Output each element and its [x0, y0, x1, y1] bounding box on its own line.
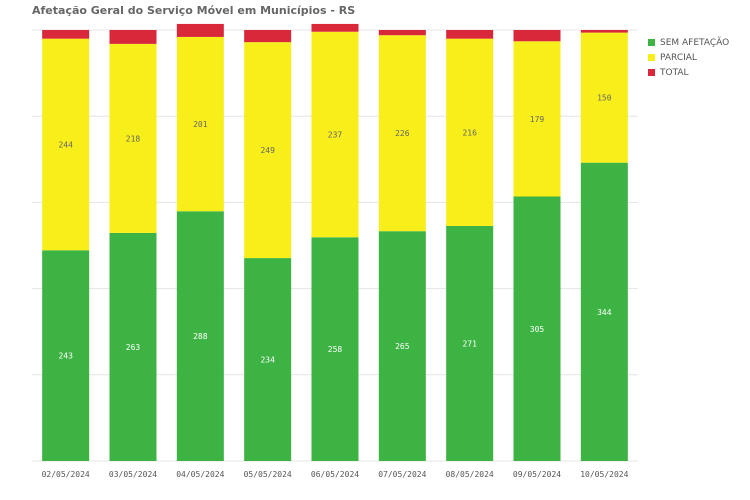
data-label: 218	[126, 134, 141, 143]
bar-segment	[42, 250, 90, 461]
legend-label: PARCIAL	[660, 52, 697, 63]
data-label: 305	[530, 325, 545, 334]
bar-segment	[244, 42, 292, 259]
legend-label: SEM AFETAÇÃO	[660, 37, 730, 48]
data-label: 216	[462, 128, 477, 137]
bar-segment	[176, 23, 224, 37]
data-label: 201	[193, 120, 208, 129]
legend-swatch	[648, 69, 655, 76]
bar-segment	[378, 231, 426, 461]
x-tick-label: 08/05/2024	[446, 470, 494, 479]
bar-segment	[446, 38, 494, 226]
x-tick-label: 03/05/2024	[109, 470, 157, 479]
bar-segment	[311, 31, 359, 238]
data-label: 234	[260, 356, 275, 365]
x-tick-label: 06/05/2024	[311, 470, 359, 479]
bar-segment	[109, 232, 157, 461]
data-label: 179	[530, 115, 545, 124]
legend-item: PARCIAL	[648, 50, 729, 65]
bar-segment	[513, 30, 561, 42]
data-label: 237	[328, 130, 343, 139]
data-label: 150	[597, 94, 612, 103]
data-label: 226	[395, 129, 410, 138]
data-label: 288	[193, 332, 208, 341]
x-tick-label: 07/05/2024	[378, 470, 426, 479]
bar-segment	[378, 35, 426, 232]
bar-segment	[244, 30, 292, 43]
bar-segment	[378, 30, 426, 36]
data-label: 265	[395, 342, 410, 351]
legend-swatch	[648, 39, 655, 46]
bar-segment	[42, 30, 90, 39]
bar-segment	[176, 36, 224, 212]
data-label: 263	[126, 343, 141, 352]
bar-segment	[109, 43, 157, 233]
data-label: 244	[58, 140, 73, 149]
bar-segment	[580, 30, 628, 33]
bar-segment	[580, 32, 628, 163]
bar-segment	[176, 211, 224, 461]
legend-swatch	[648, 54, 655, 61]
bar-segment	[580, 162, 628, 461]
x-tick-label: 04/05/2024	[176, 470, 224, 479]
chart-title: Afetação Geral do Serviço Móvel em Munic…	[32, 4, 356, 17]
data-label: 243	[58, 352, 73, 361]
chart-legend: SEM AFETAÇÃO PARCIAL TOTAL	[648, 35, 729, 80]
x-tick-label: 02/05/2024	[42, 470, 90, 479]
bar-segment	[244, 258, 292, 461]
bar-segment	[311, 237, 359, 461]
bars-layer	[42, 23, 628, 461]
bar-segment	[42, 38, 90, 251]
bar-segment	[513, 196, 561, 461]
x-tick-labels: 02/05/2024 03/05/2024 04/05/2024 05/05/2024…	[42, 470, 629, 479]
bar-segment	[513, 41, 561, 197]
data-label: 249	[260, 146, 275, 155]
bar-segment	[311, 23, 359, 32]
data-labels-layer: 243 244 263 218 288 201 234 249 258 237 265 226 271 2…	[58, 94, 611, 365]
data-label: 258	[328, 345, 343, 354]
x-tick-label: 10/05/2024	[580, 470, 628, 479]
bar-segment	[109, 30, 157, 44]
legend-label: TOTAL	[660, 67, 689, 78]
bar-segment	[446, 30, 494, 39]
bar-segment	[446, 225, 494, 461]
data-label: 344	[597, 308, 612, 317]
data-label: 271	[462, 339, 477, 348]
x-tick-label: 09/05/2024	[513, 470, 561, 479]
legend-item: TOTAL	[648, 65, 729, 80]
legend-item: SEM AFETAÇÃO	[648, 35, 729, 50]
x-tick-label: 05/05/2024	[244, 470, 292, 479]
